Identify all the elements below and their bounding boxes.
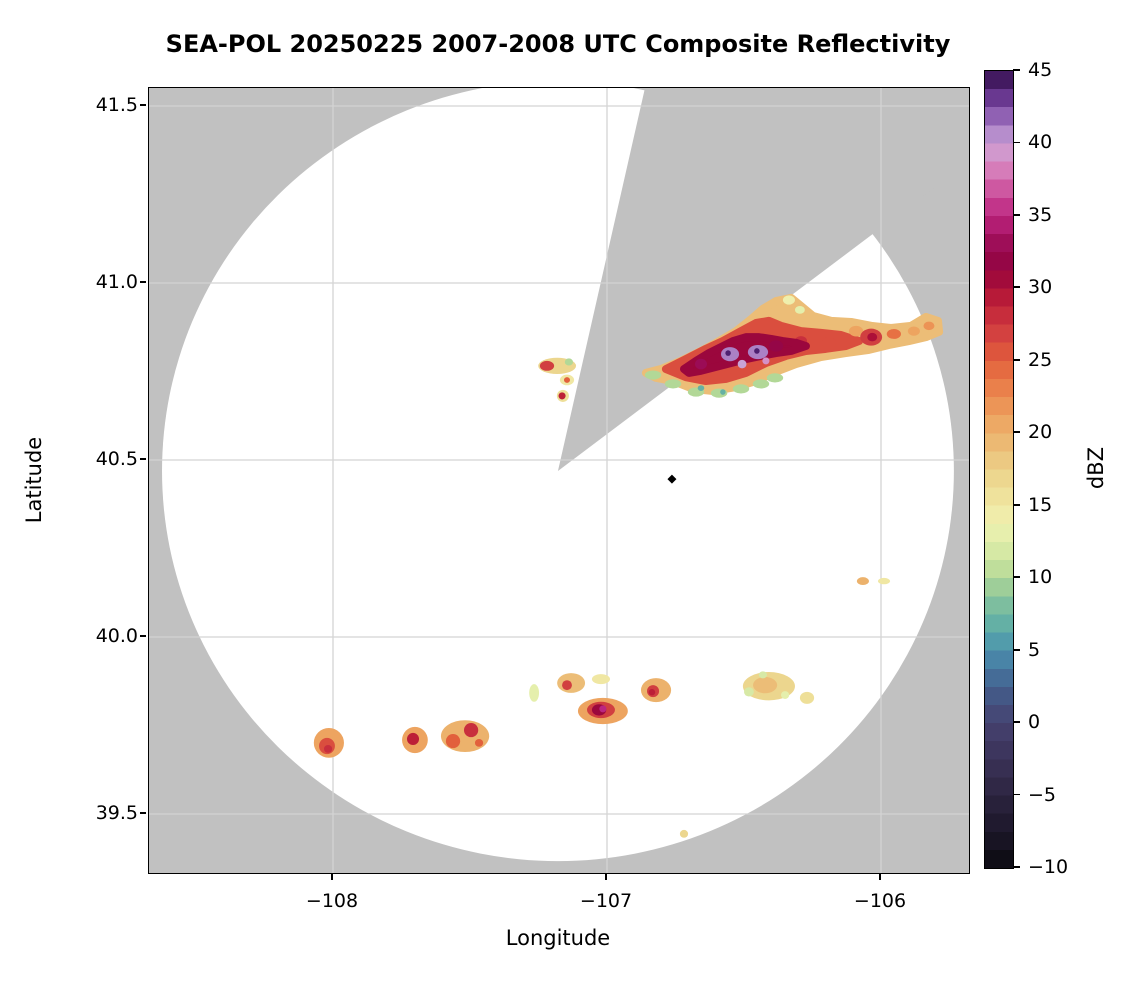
x-tick-label: −106 [853, 890, 907, 912]
echo-cell [539, 360, 555, 371]
echo-cell [558, 392, 566, 400]
echo-cell [867, 332, 878, 342]
colorbar-tick-label: −10 [1028, 856, 1069, 878]
echo-cell [664, 379, 682, 389]
colorbar-tick-mark [1013, 648, 1020, 651]
echo-cell [744, 687, 754, 697]
echo-cell [591, 674, 611, 685]
y-tick-mark [140, 458, 146, 460]
echo-cell [562, 680, 572, 691]
colorbar-tick-label: 10 [1028, 566, 1053, 589]
colorbar-tick-label: 0 [1028, 711, 1041, 734]
colorbar-tick-label: 35 [1028, 203, 1053, 226]
y-tick-label: 41.5 [95, 94, 138, 116]
echo-cell [737, 359, 747, 369]
echo-cell [725, 350, 731, 356]
colorbar-tick-label: −5 [1028, 783, 1057, 806]
echo-cell [323, 744, 333, 753]
y-tick-mark [140, 281, 146, 283]
colorbar-tick-mark [1013, 69, 1020, 71]
echo-cell [694, 358, 708, 370]
echo-cell [856, 577, 869, 585]
y-tick-label: 40.5 [95, 448, 138, 470]
x-axis-label: Longitude [505, 926, 611, 950]
echo-cell [753, 677, 778, 694]
colorbar-tick-mark [1013, 721, 1020, 723]
echo-cell [886, 329, 902, 339]
colorbar-tick-mark [1013, 503, 1020, 506]
echo-cell [564, 358, 574, 366]
colorbar [984, 70, 1014, 869]
y-tick-mark [140, 812, 146, 814]
x-tick-label: −108 [305, 890, 359, 912]
echo-cell [907, 326, 920, 336]
radar-map-canvas [149, 88, 969, 873]
echo-cell [762, 357, 770, 365]
echo-cell [644, 370, 662, 380]
colorbar-tick-label: 45 [1028, 59, 1053, 81]
colorbar-tick-label: 40 [1028, 131, 1053, 154]
echo-cell [758, 671, 768, 679]
y-tick-label: 41.0 [95, 271, 138, 293]
echo-cell [799, 691, 815, 704]
x-tick-mark [605, 874, 607, 880]
y-tick-label: 39.5 [95, 802, 138, 824]
echo-cell [923, 321, 935, 331]
site-diamond-marker [667, 474, 677, 484]
echo-cell [679, 829, 689, 838]
colorbar-label: dBZ [1084, 446, 1108, 490]
y-tick-mark [140, 104, 146, 106]
echo-cell [768, 340, 784, 352]
x-tick-mark [331, 874, 333, 880]
x-tick-mark [879, 874, 881, 880]
colorbar-tick-mark [1013, 793, 1020, 796]
y-axis-label: Latitude [22, 436, 46, 524]
echo-cell [752, 379, 770, 389]
colorbar-tick-label: 25 [1028, 348, 1053, 371]
echo-cell [766, 373, 784, 383]
echo-cell [754, 348, 760, 354]
echo-cell [529, 684, 540, 702]
echo-cell [720, 389, 726, 395]
colorbar-tick-mark [1013, 358, 1020, 361]
echo-cell [848, 325, 864, 337]
echo-cell [877, 577, 891, 585]
echo-cell [821, 337, 837, 349]
echo-cell [794, 306, 805, 314]
chart-title: SEA-POL 20250225 2007-2008 UTC Composite… [165, 30, 951, 58]
echo-cell [648, 689, 656, 696]
colorbar-tick-label: 30 [1028, 276, 1053, 299]
colorbar-tick-mark [1013, 141, 1020, 144]
echo-cell [406, 732, 420, 745]
echo-cell [474, 738, 484, 747]
echo-cell [697, 385, 705, 391]
echo-cell [563, 377, 571, 383]
colorbar-tick-label: 20 [1028, 421, 1053, 444]
echo-cell [782, 295, 795, 305]
echo-cell [780, 691, 790, 699]
colorbar-tick-mark [1013, 286, 1020, 289]
colorbar-tick-mark [1013, 431, 1020, 434]
echo-cell [463, 723, 479, 738]
echo-cell [599, 705, 607, 713]
echo-cell [445, 733, 461, 749]
colorbar-tick-mark [1013, 214, 1020, 216]
echo-cell [732, 384, 750, 394]
x-tick-label: −107 [579, 890, 633, 912]
colorbar-tick-mark [1013, 576, 1020, 579]
map-plot-area [148, 87, 970, 874]
y-tick-label: 40.0 [95, 625, 138, 647]
colorbar-tick-label: 5 [1028, 638, 1041, 661]
colorbar-tick-mark [1013, 866, 1020, 868]
y-tick-mark [140, 635, 146, 637]
colorbar-tick-label: 15 [1028, 493, 1053, 516]
